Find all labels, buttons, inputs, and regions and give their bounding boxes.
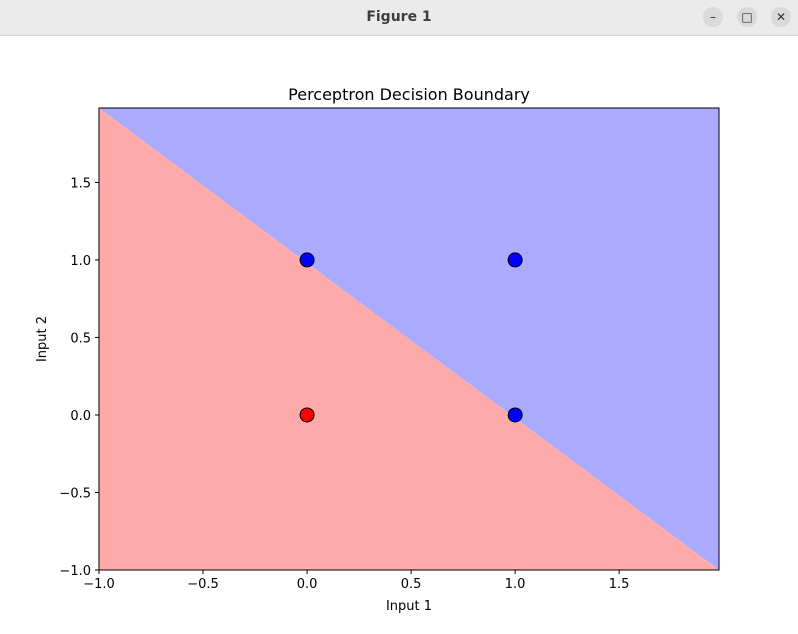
minimize-button[interactable]: – bbox=[703, 7, 723, 27]
data-point-0 bbox=[299, 407, 315, 423]
data-point-3 bbox=[507, 252, 523, 268]
y-tick-label: −1.0 bbox=[59, 564, 91, 579]
data-point-2 bbox=[507, 407, 523, 423]
decision-regions bbox=[99, 108, 719, 570]
figure-canvas: −1.0 −0.5 0.0 0.5 1.0 1.5 −1.0 −0.5 0.0 0.5 1.0 1.… bbox=[0, 36, 798, 630]
plot-frame bbox=[98, 107, 720, 571]
y-tick-label: −0.5 bbox=[59, 486, 91, 501]
x-tick-label: 1.5 bbox=[609, 577, 630, 592]
y-tick-label: 0.0 bbox=[70, 409, 91, 424]
y-tick-label: 1.5 bbox=[70, 176, 91, 191]
y-tick-label: 0.5 bbox=[70, 331, 91, 346]
data-points bbox=[299, 252, 523, 423]
data-point-1 bbox=[299, 252, 315, 268]
maximize-button[interactable]: □ bbox=[737, 7, 757, 27]
chart-svg: −1.0 −0.5 0.0 0.5 1.0 1.5 −1.0 −0.5 0.0 0.5 1.0 1.… bbox=[35, 85, 720, 614]
x-axis-ticks: −1.0 −0.5 0.0 0.5 1.0 1.5 bbox=[83, 570, 629, 592]
x-tick-label: −1.0 bbox=[83, 577, 115, 592]
x-tick-label: 0.0 bbox=[297, 577, 318, 592]
x-tick-label: 0.5 bbox=[401, 577, 422, 592]
close-button[interactable]: ✕ bbox=[771, 7, 791, 27]
window-titlebar: Figure 1 – □ ✕ bbox=[0, 0, 798, 36]
x-axis-label: Input 1 bbox=[386, 599, 432, 614]
y-axis-ticks: −1.0 −0.5 0.0 0.5 1.0 1.5 bbox=[59, 176, 99, 579]
window-title: Figure 1 bbox=[366, 9, 432, 25]
y-axis-label: Input 2 bbox=[35, 316, 50, 362]
x-tick-label: −0.5 bbox=[187, 577, 219, 592]
y-tick-label: 1.0 bbox=[70, 254, 91, 269]
x-tick-label: 1.0 bbox=[505, 577, 526, 592]
region-class-0 bbox=[99, 108, 719, 570]
chart-title: Perceptron Decision Boundary bbox=[288, 85, 530, 104]
